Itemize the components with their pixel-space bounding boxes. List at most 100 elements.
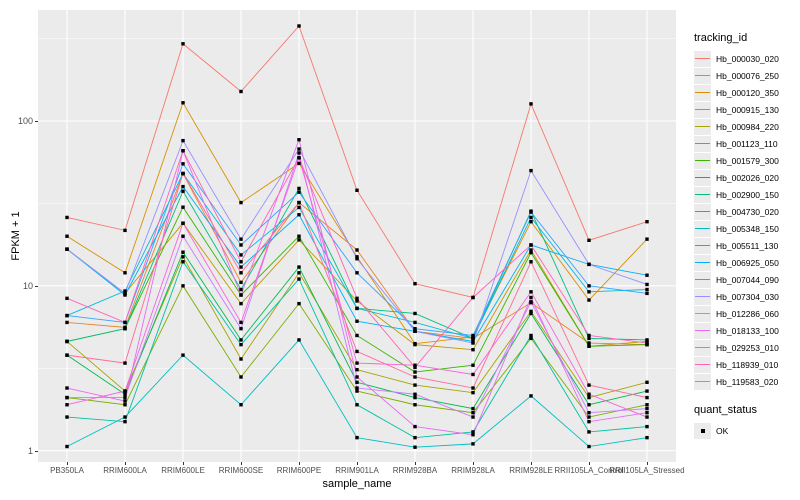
x-tick-mark xyxy=(473,462,474,465)
legend-color-swatch xyxy=(694,84,711,101)
legend-line-icon xyxy=(695,380,710,383)
data-point xyxy=(413,342,417,347)
data-point xyxy=(123,271,127,275)
data-point xyxy=(413,403,417,407)
x-tick-label-RRIM600PE: RRIM600PE xyxy=(276,466,322,475)
data-point xyxy=(239,89,243,94)
data-point xyxy=(297,277,301,281)
data-point xyxy=(645,395,649,400)
legend-color-swatch xyxy=(694,169,711,186)
data-point xyxy=(123,289,127,293)
data-point xyxy=(123,392,127,396)
x-tick-label-RRIM600SE: RRIM600SE xyxy=(218,466,264,475)
legend-label: Hb_029253_010 xyxy=(716,342,779,353)
legend-label-ok: OK xyxy=(716,425,729,436)
data-point xyxy=(645,424,649,429)
legend-label: Hb_119583_020 xyxy=(716,376,779,387)
legend: tracking_id Hb_000030_020 Hb_000076_250 Hb… xyxy=(694,32,800,439)
data-point xyxy=(587,344,591,348)
y-axis-title: FPKM + 1 xyxy=(10,211,22,261)
data-point xyxy=(587,392,591,396)
x-tick-mark xyxy=(183,462,184,465)
y-tick-label-1: 1 xyxy=(27,445,33,456)
data-point xyxy=(297,200,301,205)
data-point xyxy=(239,280,243,285)
data-point xyxy=(123,291,127,296)
data-point xyxy=(239,320,243,325)
legend-entry-Hb_000120_350: Hb_000120_350 xyxy=(694,84,800,101)
data-point xyxy=(529,250,533,255)
data-point xyxy=(65,395,69,400)
data-point xyxy=(181,221,185,225)
y-tick-label-100: 100 xyxy=(17,116,33,126)
data-point xyxy=(587,395,591,400)
legend-entries: Hb_000030_020 Hb_000076_250 Hb_000120_350 H… xyxy=(694,50,800,390)
data-point xyxy=(355,306,359,311)
data-point xyxy=(239,403,243,407)
legend-color-swatch xyxy=(694,322,711,339)
data-point xyxy=(587,403,591,407)
data-point xyxy=(471,390,475,395)
legend-line-icon xyxy=(695,363,710,366)
legend-label: Hb_118939_010 xyxy=(716,359,779,370)
x-tick-mark xyxy=(67,462,68,465)
data-point xyxy=(297,265,301,269)
data-point xyxy=(297,147,301,151)
data-point xyxy=(587,298,591,302)
data-point xyxy=(297,186,301,191)
legend-line-icon xyxy=(695,210,710,213)
legend-line-icon xyxy=(695,346,710,349)
legend-title-tracking-id: tracking_id xyxy=(694,32,748,44)
legend-line-icon xyxy=(695,244,710,247)
data-point xyxy=(65,403,69,407)
y-tick-mark xyxy=(35,285,38,287)
legend-line-icon xyxy=(695,261,710,264)
data-point xyxy=(65,247,69,251)
square-point-icon xyxy=(700,428,705,433)
x-tick-label-RRIM928LA: RRIM928LA xyxy=(451,466,495,475)
data-point xyxy=(529,309,533,314)
data-point xyxy=(239,357,243,361)
data-point xyxy=(587,290,591,294)
data-point xyxy=(413,370,417,374)
data-point xyxy=(355,375,359,379)
data-point xyxy=(297,156,301,160)
data-point xyxy=(355,361,359,365)
data-point xyxy=(65,215,69,220)
data-point xyxy=(65,296,69,301)
data-point xyxy=(297,190,301,194)
data-point xyxy=(181,205,185,209)
legend-entry-Hb_007304_030: Hb_007304_030 xyxy=(694,288,800,305)
legend-line-icon xyxy=(695,227,710,230)
data-point xyxy=(413,326,417,331)
legend-color-swatch xyxy=(694,203,711,220)
x-tick-label-RRII105LA_Stressed: RRII105LA_Stressed xyxy=(609,466,685,475)
legend-color-swatch xyxy=(694,118,711,135)
x-tick-label-RRIM600LA: RRIM600LA xyxy=(103,466,147,475)
data-point xyxy=(645,237,649,241)
legend-color-swatch xyxy=(694,254,711,271)
legend-color-swatch xyxy=(694,356,711,373)
x-tick-label-PB350LA: PB350LA xyxy=(50,466,84,475)
legend-entry-Hb_029253_010: Hb_029253_010 xyxy=(694,339,800,356)
data-point xyxy=(181,184,185,189)
data-point xyxy=(123,403,127,407)
legend-entry-Hb_006925_050: Hb_006925_050 xyxy=(694,254,800,271)
data-point xyxy=(529,248,533,252)
data-point xyxy=(239,342,243,347)
data-point xyxy=(355,386,359,390)
data-point xyxy=(297,161,301,166)
x-tick-mark xyxy=(241,462,242,465)
legend-color-swatch xyxy=(694,237,711,254)
legend-color-swatch xyxy=(694,101,711,118)
data-point xyxy=(413,375,417,379)
data-point xyxy=(297,213,301,217)
data-point xyxy=(355,188,359,192)
legend-label: Hb_000915_130 xyxy=(716,104,779,115)
y-tick-label-10: 10 xyxy=(22,280,33,291)
data-point xyxy=(123,399,127,403)
data-point xyxy=(413,320,417,325)
data-point xyxy=(65,339,69,344)
legend-line-icon xyxy=(695,125,710,128)
